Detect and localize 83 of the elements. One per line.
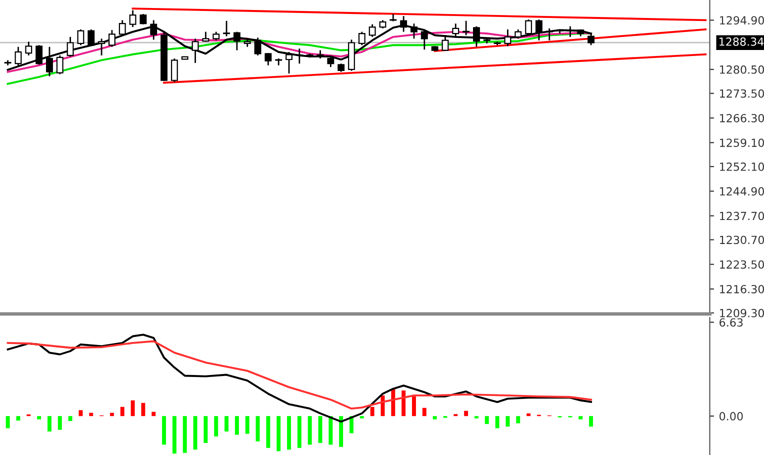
candlestick — [514, 28, 522, 40]
y-tick-label: 1209.30 — [720, 308, 764, 318]
bar — [422, 408, 426, 416]
candlestick — [254, 36, 262, 56]
candlestick — [327, 56, 334, 68]
candlestick — [192, 38, 199, 64]
bar — [58, 416, 62, 430]
candlestick — [108, 29, 116, 48]
line-series — [6, 340, 592, 410]
bar — [182, 416, 187, 453]
bar — [214, 416, 218, 436]
bar — [328, 416, 333, 445]
candlestick — [129, 10, 136, 28]
bar — [432, 416, 437, 420]
y-tick-label: 6.63 — [720, 318, 743, 327]
y-tick-label: 0.00 — [720, 412, 743, 420]
bar — [370, 406, 374, 416]
candlestick — [98, 38, 106, 56]
y-tick-label: 1273.50 — [720, 89, 764, 98]
bar — [193, 416, 198, 450]
bar — [287, 416, 291, 450]
candlestick — [140, 13, 147, 25]
bar — [162, 416, 166, 445]
candlestick — [170, 58, 178, 83]
bar — [141, 402, 146, 416]
candlestick — [296, 48, 303, 64]
bar — [308, 416, 312, 445]
candlestick — [223, 20, 230, 37]
candlestick — [264, 52, 272, 66]
ref-line-label: 1288.34 — [719, 37, 764, 46]
bar — [297, 416, 302, 448]
y-tick-label: 1230.70 — [720, 236, 764, 244]
bar — [516, 416, 520, 424]
candlestick — [88, 28, 95, 47]
y-tick-label: 1216.30 — [720, 284, 764, 294]
candlestick — [420, 29, 428, 50]
y-tick-label: 1266.30 — [720, 114, 764, 122]
bar — [245, 416, 250, 434]
line-series — [6, 334, 592, 423]
bar — [224, 416, 228, 432]
bar — [464, 410, 468, 416]
bar — [234, 416, 239, 435]
bar — [412, 396, 416, 416]
bar — [47, 416, 52, 432]
bar — [484, 416, 489, 424]
bar — [172, 416, 176, 454]
candlestick — [546, 28, 553, 42]
candlestick — [66, 36, 74, 58]
bar — [578, 416, 583, 420]
candlestick — [358, 31, 366, 46]
candlestick — [36, 44, 43, 66]
y-tick-label: 1259.10 — [720, 138, 764, 147]
bar — [130, 400, 135, 416]
bar — [152, 412, 156, 416]
candlestick — [504, 28, 512, 47]
candlestick — [77, 28, 84, 46]
bar — [339, 416, 344, 447]
bar — [120, 406, 124, 416]
bar — [110, 412, 114, 416]
bar — [506, 416, 510, 427]
candlestick — [14, 46, 22, 68]
bar — [495, 416, 500, 428]
bar — [526, 413, 531, 416]
candlestick — [25, 41, 32, 56]
bar — [402, 390, 406, 416]
candlestick — [442, 34, 449, 52]
bar — [78, 410, 83, 416]
bar — [68, 416, 72, 422]
y-tick-label: 1223.50 — [720, 260, 764, 269]
bar — [16, 416, 20, 421]
y-tick-label: 1294.90 — [720, 16, 764, 25]
y-tick-label: 1280.50 — [720, 65, 764, 74]
bar — [276, 416, 281, 452]
bar — [89, 412, 94, 416]
y-tick-label: 1237.70 — [720, 212, 764, 220]
candlestick — [233, 31, 240, 51]
bar — [589, 416, 594, 427]
bar — [6, 416, 10, 428]
y-tick-label: 1252.10 — [720, 162, 764, 171]
bar — [37, 416, 42, 420]
y-tick-label: 1244.90 — [720, 187, 764, 196]
bar — [266, 416, 270, 448]
bar — [204, 416, 208, 443]
